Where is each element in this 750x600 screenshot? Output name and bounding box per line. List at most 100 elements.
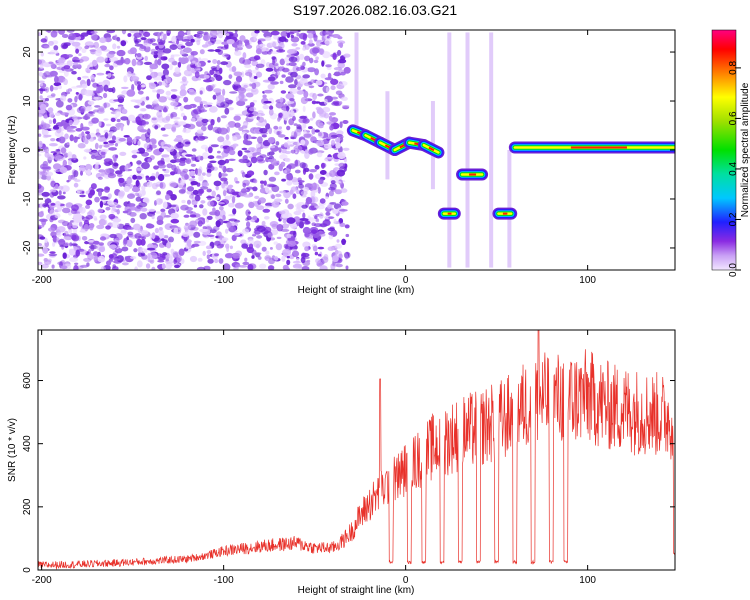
noise-blob <box>248 219 255 222</box>
noise-blob <box>236 100 246 107</box>
noise-blob <box>144 132 151 139</box>
noise-blob <box>267 50 272 55</box>
noise-blob <box>53 163 62 170</box>
noise-blob <box>285 93 295 100</box>
noise-blob <box>280 31 288 37</box>
noise-blob <box>96 72 105 76</box>
noise-blob <box>63 152 69 158</box>
noise-blob <box>271 56 276 60</box>
noise-blob <box>88 244 98 250</box>
noise-blob <box>52 118 57 124</box>
noise-blob <box>106 260 111 266</box>
noise-blob <box>120 40 127 47</box>
noise-blob <box>232 143 239 147</box>
noise-blob <box>187 55 194 60</box>
noise-blob <box>133 137 137 145</box>
noise-blob <box>290 110 295 116</box>
noise-blob <box>308 217 316 222</box>
noise-blob <box>182 232 189 238</box>
noise-blob <box>157 259 165 263</box>
noise-blob <box>153 51 159 55</box>
noise-blob <box>154 125 159 130</box>
noise-blob <box>61 34 69 38</box>
noise-blob <box>102 219 108 226</box>
noise-blob <box>190 38 195 43</box>
noise-blob <box>161 263 166 269</box>
noise-blob <box>196 129 204 134</box>
noise-blob <box>38 140 43 148</box>
noise-blob <box>151 182 158 190</box>
noise-blob <box>146 181 153 188</box>
noise-blob <box>183 57 189 64</box>
noise-blob <box>235 96 239 102</box>
noise-blob <box>137 125 144 132</box>
noise-blob <box>104 37 112 43</box>
noise-blob <box>68 119 73 126</box>
noise-blob <box>259 43 266 47</box>
y-tick-label: 0 <box>22 147 33 153</box>
noise-blob <box>124 164 129 172</box>
noise-blob <box>201 125 207 132</box>
noise-blob <box>83 223 89 232</box>
noise-blob <box>154 227 159 234</box>
noise-blob <box>308 85 315 89</box>
noise-blob <box>99 200 104 208</box>
noise-blob <box>311 128 316 135</box>
noise-blob <box>283 142 289 148</box>
noise-blob <box>263 169 268 176</box>
noise-blob <box>212 207 216 213</box>
noise-blob <box>239 159 247 164</box>
noise-blob <box>337 49 342 56</box>
noise-blob <box>261 46 266 52</box>
noise-blob <box>98 189 102 197</box>
noise-blob <box>279 97 284 103</box>
noise-blob <box>104 187 111 191</box>
noise-blob <box>139 108 147 112</box>
ridge-segment <box>417 139 445 159</box>
noise-blob <box>180 51 185 55</box>
noise-blob <box>339 42 344 48</box>
noise-blob <box>163 33 167 41</box>
noise-blob <box>203 74 210 79</box>
noise-blob <box>224 97 229 103</box>
noise-blob <box>131 154 138 159</box>
noise-blob <box>72 115 78 121</box>
noise-blob <box>334 243 342 249</box>
noise-blob <box>136 151 145 154</box>
noise-blob <box>133 248 138 253</box>
noise-blob <box>213 88 222 93</box>
noise-blob <box>324 77 334 81</box>
noise-blob <box>157 37 161 44</box>
noise-blob <box>271 194 276 199</box>
noise-blob <box>309 169 317 173</box>
noise-blob <box>253 35 257 41</box>
noise-blob <box>303 123 307 129</box>
noise-blob <box>332 100 341 105</box>
noise-blob <box>291 43 298 47</box>
noise-blob <box>290 223 298 229</box>
noise-blob <box>231 191 241 196</box>
noise-blob <box>242 228 250 234</box>
noise-blob <box>244 64 252 68</box>
noise-blob <box>233 71 243 77</box>
noise-blob <box>267 137 275 144</box>
noise-blob <box>290 48 298 54</box>
noise-blob <box>137 182 141 189</box>
noise-blob <box>330 117 339 123</box>
noise-blob <box>68 33 76 40</box>
noise-blob <box>170 171 176 176</box>
noise-blob <box>135 175 143 180</box>
noise-blob <box>193 231 201 238</box>
noise-blob <box>47 30 52 34</box>
noise-blob <box>217 136 225 143</box>
noise-blob <box>217 150 221 154</box>
noise-blob <box>196 155 201 160</box>
noise-blob <box>116 36 121 42</box>
noise-blob <box>39 171 48 176</box>
noise-blob <box>92 240 100 245</box>
noise-blob <box>157 32 161 39</box>
noise-blob <box>241 147 248 151</box>
noise-blob <box>200 186 209 190</box>
noise-blob <box>338 101 343 105</box>
x-tick-label: 100 <box>579 275 596 286</box>
